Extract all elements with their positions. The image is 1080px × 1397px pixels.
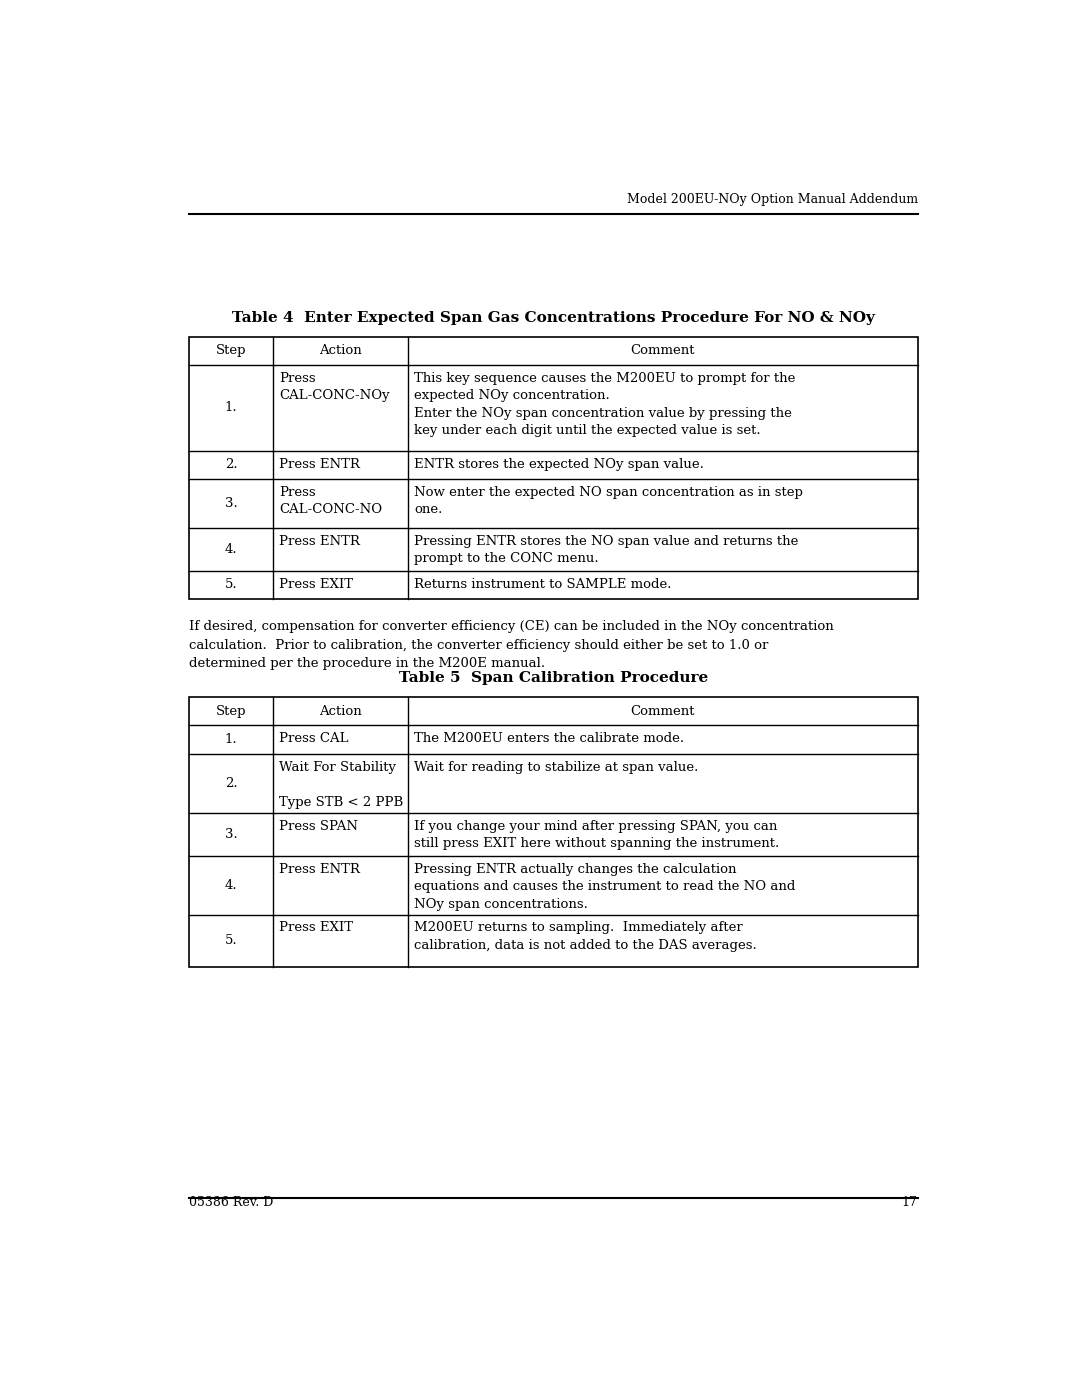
Text: Returns instrument to SAMPLE mode.: Returns instrument to SAMPLE mode. [414,578,672,591]
Text: M200EU returns to sampling.  Immediately after
calibration, data is not added to: M200EU returns to sampling. Immediately … [414,922,757,951]
Text: Press
CAL-CONC-NOy: Press CAL-CONC-NOy [280,372,390,402]
Text: The M200EU enters the calibrate mode.: The M200EU enters the calibrate mode. [414,732,684,745]
Text: If you change your mind after pressing SPAN, you can
still press EXIT here witho: If you change your mind after pressing S… [414,820,780,851]
Text: Press
CAL-CONC-NO: Press CAL-CONC-NO [280,486,382,515]
Text: 1.: 1. [225,733,238,746]
Text: 5.: 5. [225,578,238,591]
Text: 05386 Rev. D: 05386 Rev. D [189,1196,273,1210]
Text: 5.: 5. [225,935,238,947]
Text: Now enter the expected NO span concentration as in step
one.: Now enter the expected NO span concentra… [414,486,802,515]
Text: Table 5  Span Calibration Procedure: Table 5 Span Calibration Procedure [399,671,708,685]
Text: Comment: Comment [631,345,696,358]
Text: Step: Step [216,345,246,358]
Text: ENTR stores the expected NOy span value.: ENTR stores the expected NOy span value. [414,458,704,471]
Text: Table 4  Enter Expected Span Gas Concentrations Procedure For NO & NOy: Table 4 Enter Expected Span Gas Concentr… [232,310,875,324]
Text: Step: Step [216,704,246,718]
Text: Press CAL: Press CAL [280,732,349,745]
Text: 3.: 3. [225,497,238,510]
Text: Wait for reading to stabilize at span value.: Wait for reading to stabilize at span va… [414,761,699,774]
Text: 4.: 4. [225,543,238,556]
Text: 4.: 4. [225,879,238,891]
Text: If desired, compensation for converter efficiency (CE) can be included in the NO: If desired, compensation for converter e… [189,620,834,671]
Text: Comment: Comment [631,704,696,718]
Text: Press EXIT: Press EXIT [280,578,353,591]
Text: Action: Action [319,345,362,358]
Text: Press SPAN: Press SPAN [280,820,359,833]
Text: 1.: 1. [225,401,238,415]
Text: Pressing ENTR stores the NO span value and returns the
prompt to the CONC menu.: Pressing ENTR stores the NO span value a… [414,535,798,566]
Bar [189,697,918,967]
Text: Press EXIT: Press EXIT [280,922,353,935]
Text: Press ENTR: Press ENTR [280,863,360,876]
Text: 17: 17 [902,1196,918,1210]
Text: Pressing ENTR actually changes the calculation
equations and causes the instrume: Pressing ENTR actually changes the calcu… [414,863,795,911]
Text: 2.: 2. [225,458,238,471]
Text: 2.: 2. [225,777,238,791]
Text: Action: Action [319,704,362,718]
Text: Press ENTR: Press ENTR [280,535,360,548]
Text: Press ENTR: Press ENTR [280,458,360,471]
Text: Model 200EU-NOy Option Manual Addendum: Model 200EU-NOy Option Manual Addendum [626,193,918,207]
Bar [189,337,918,599]
Text: 3.: 3. [225,828,238,841]
Text: This key sequence causes the M200EU to prompt for the
expected NOy concentration: This key sequence causes the M200EU to p… [414,372,795,437]
Text: Wait For Stability

Type STB < 2 PPB: Wait For Stability Type STB < 2 PPB [280,761,404,809]
